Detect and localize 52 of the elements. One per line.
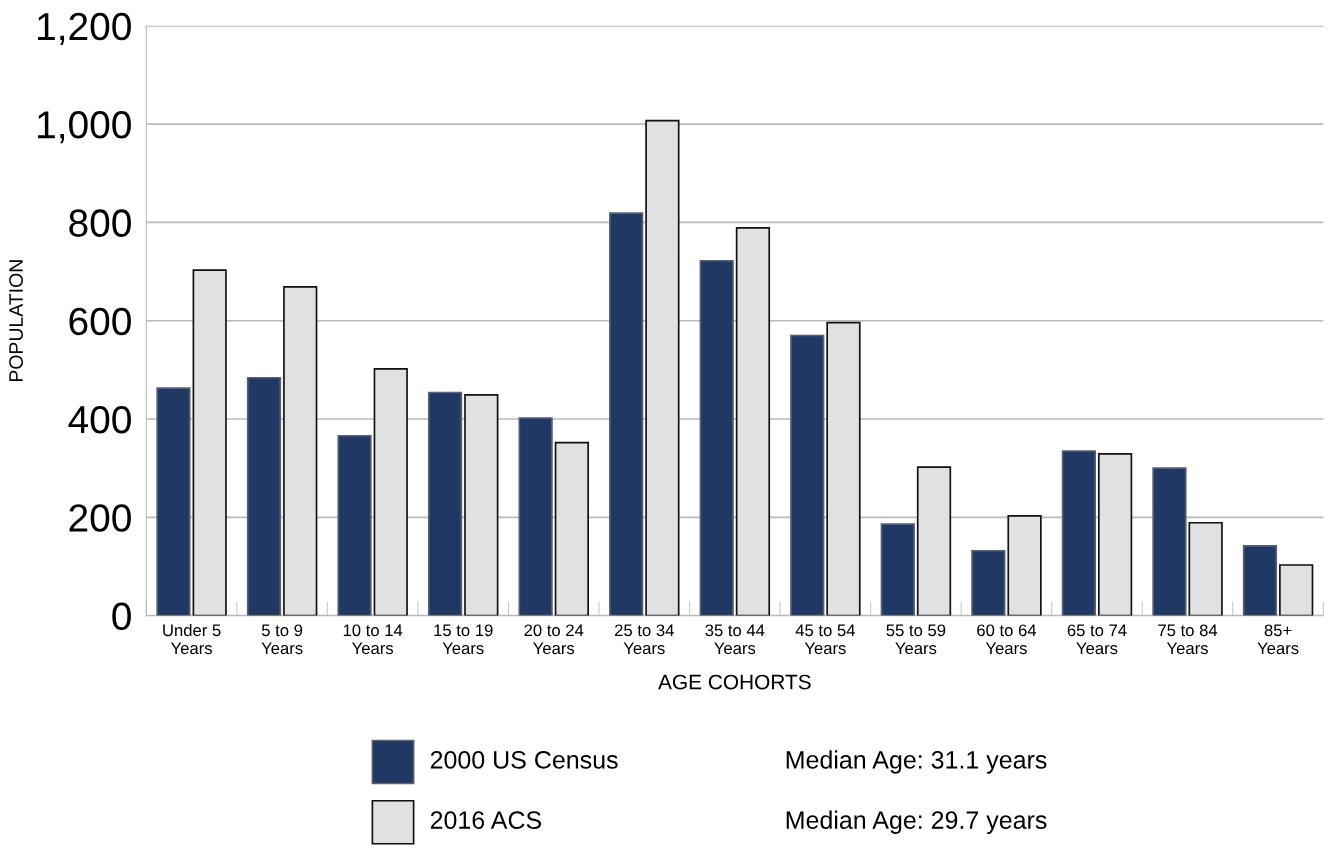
bar [373,368,408,616]
x-tick-label: 35 to 44 Years [705,624,765,655]
bar [464,394,499,616]
legend-label: 2000 US Census [430,750,618,769]
y-tick-label: 1,200 [38,12,131,45]
x-tick-label: 45 to 54 Years [795,624,855,655]
bar [554,441,589,616]
bar [1097,453,1133,616]
bar [427,391,463,616]
x-tick-label: 60 to 64 Years [977,624,1037,655]
x-tick-label: 5 to 9 Years [261,624,303,655]
bar [826,321,861,616]
bar [192,269,227,616]
bar [1061,450,1097,616]
bar [337,434,372,616]
x-tick-label: 65 to 74 Years [1067,624,1127,655]
bar [971,549,1006,616]
bar [880,523,915,616]
bar [609,212,644,616]
y-tick-label: 400 [68,405,131,434]
x-axis-title: AGE COHORTS [658,674,811,690]
bar [699,259,734,616]
x-tick-label: 25 to 34 Years [615,624,674,655]
bar [735,226,771,616]
y-tick-label: 0 [112,602,131,631]
bar [1279,564,1314,616]
x-tick-label: Under 5 Years [163,623,221,655]
bar [283,285,318,616]
bar [916,466,952,616]
bar [645,119,680,616]
x-tick-label: 85+ Years [1257,624,1299,655]
y-tick-label: 200 [69,504,131,532]
x-tick-label: 10 to 14 Years [343,624,403,655]
text: Median Age: 31.1 years [786,750,1047,774]
bar [1188,521,1223,616]
y-tick-label: 600 [69,307,131,336]
y-tick-label: 1,000 [38,111,131,144]
x-tick-label: 55 to 59 Years [886,624,946,655]
x-tick-label: 20 to 24 Years [524,624,584,655]
text: Median Age: 29.7 years [786,810,1047,834]
y-tick-label: 800 [69,209,131,237]
legend-label: 2016 ACS [430,811,542,829]
x-tick-label: 75 to 84 Years [1158,624,1218,655]
x-tick-label: 15 to 19 Years [434,624,493,655]
bar [1242,544,1278,616]
bar [1152,467,1187,616]
bar [246,376,282,616]
bar [156,387,191,616]
bar [1007,515,1042,616]
bar [518,417,553,616]
bar [790,334,825,616]
y-axis-title: POPULATION [9,260,23,382]
